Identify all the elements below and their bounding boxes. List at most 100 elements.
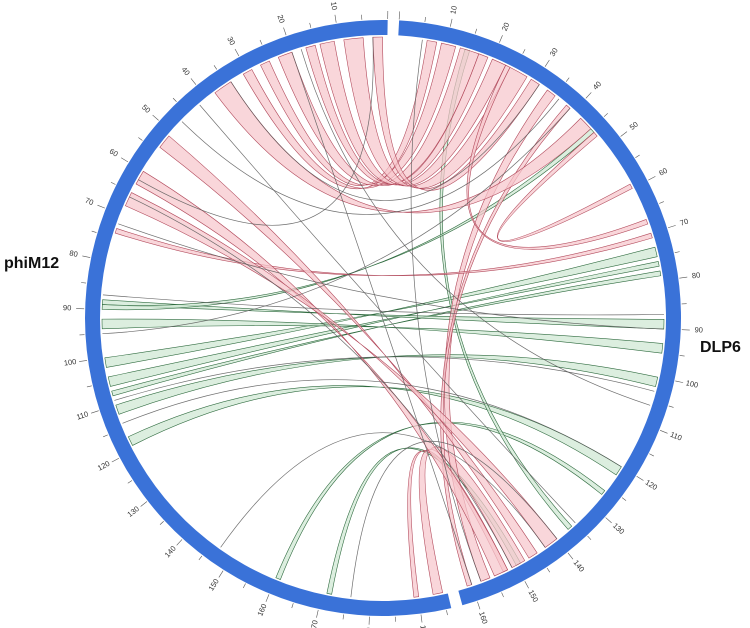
tick-label-phiM12: 100 (63, 357, 77, 368)
tick-label-DLP6: 80 (691, 270, 700, 280)
tick-phiM12 (91, 230, 97, 233)
tick-DLP6 (424, 16, 426, 22)
link-ribbon-inv-1 (127, 385, 622, 476)
thin-link-13 (181, 98, 560, 215)
link-ribbon-inv-4 (107, 261, 660, 387)
tick-DLP6 (522, 49, 526, 54)
thin-link-4 (102, 294, 664, 316)
tick-label-phiM12: 120 (96, 459, 111, 473)
tick-label-phiM12: 170 (308, 619, 319, 628)
tick-phiM12 (420, 614, 423, 623)
tick-DLP6 (477, 601, 481, 610)
tick-phiM12 (91, 410, 99, 414)
tick-label-phiM12: 80 (69, 248, 79, 259)
tick-phiM12 (140, 501, 148, 507)
thin-link-10 (300, 49, 651, 406)
tick-label-phiM12: 50 (140, 103, 152, 115)
tick-phiM12 (213, 65, 218, 70)
tick-phiM12 (103, 434, 108, 438)
tick-phiM12 (342, 614, 344, 620)
tick-phiM12 (127, 480, 133, 484)
tick-DLP6 (635, 154, 640, 158)
tick-phiM12 (283, 27, 287, 36)
tick-phiM12 (259, 39, 263, 45)
tick-label-phiM12: 110 (75, 409, 89, 421)
tick-label-DLP6: 110 (669, 430, 683, 443)
tick-DLP6 (674, 251, 680, 254)
tick-DLP6 (636, 476, 644, 481)
thin-link-12 (410, 39, 482, 582)
tick-label-phiM12: 140 (163, 544, 178, 559)
tick-DLP6 (546, 567, 551, 573)
links-layer (101, 36, 665, 598)
thin-link-1 (122, 379, 622, 468)
tick-DLP6 (565, 77, 570, 82)
tick-label-DLP6: 60 (657, 166, 669, 178)
thin-link-2 (114, 356, 655, 401)
tick-DLP6 (501, 592, 504, 598)
thin-link-3 (102, 108, 571, 335)
thin-link-8 (230, 81, 540, 201)
tick-DLP6 (524, 581, 529, 589)
tick-phiM12 (218, 570, 224, 578)
tick-DLP6 (620, 131, 628, 137)
tick-label-DLP6: 140 (572, 558, 587, 573)
tick-phiM12 (446, 610, 448, 616)
link-ribbon-same-9 (444, 89, 556, 582)
tick-DLP6 (659, 201, 664, 204)
tick-phiM12 (291, 603, 294, 609)
tick-phiM12 (198, 555, 203, 561)
tick-phiM12 (159, 521, 164, 525)
tick-phiM12 (110, 182, 116, 185)
tick-label-phiM12: 20 (275, 13, 286, 24)
tick-phiM12 (234, 48, 240, 57)
link-ribbon-same-8 (372, 36, 540, 191)
tick-label-phiM12: 30 (225, 35, 237, 47)
tick-label-DLP6: 10 (448, 5, 459, 15)
link-ribbon-same-0 (418, 446, 526, 595)
tick-label-DLP6: 30 (548, 46, 560, 58)
link-ribbon-inv-0 (275, 421, 606, 580)
thin-link-9 (291, 52, 473, 585)
thin-link-11 (220, 432, 546, 548)
tick-DLP6 (499, 35, 503, 43)
tick-DLP6 (585, 92, 592, 99)
link-ribbon-inv-2 (115, 354, 659, 415)
tick-label-phiM12: 90 (63, 303, 72, 312)
tick-DLP6 (679, 276, 688, 279)
tick-phiM12 (120, 157, 129, 163)
tick-phiM12 (316, 609, 319, 618)
tick-label-DLP6: 40 (591, 79, 603, 91)
tick-DLP6 (660, 430, 668, 434)
link-ribbon-same-7 (343, 37, 528, 189)
link-ribbon-same-5 (305, 44, 489, 185)
thin-link-5 (118, 223, 664, 330)
tick-label-DLP6: 120 (644, 478, 659, 492)
link-ribbon-same-16 (159, 135, 538, 559)
link-ribbon-inv-6 (101, 318, 664, 354)
tick-label-phiM12: 60 (108, 147, 120, 159)
tick-label-DLP6: 100 (685, 378, 699, 389)
tick-phiM12 (111, 457, 120, 463)
thin-link-14 (138, 37, 374, 226)
tick-label-phiM12: 130 (126, 504, 141, 519)
tick-phiM12 (82, 255, 91, 258)
tick-phiM12 (138, 137, 143, 141)
tick-label-phiM12: 190 (418, 625, 429, 628)
tick-layer: 10 20 30 40 50 60 70 80 90 100 110 120 130 140 150 160 1… (63, 1, 703, 628)
link-ribbon-inv-3 (111, 270, 662, 397)
tick-phiM12 (86, 385, 92, 388)
tick-label-phiM12: 160 (255, 602, 268, 617)
link-ribbon-inv-7 (102, 299, 665, 330)
tick-label-DLP6: 50 (628, 120, 640, 132)
tick-phiM12 (97, 204, 106, 209)
tick-DLP6 (668, 405, 674, 408)
tick-label-DLP6: 160 (477, 610, 489, 625)
tick-phiM12 (309, 22, 312, 28)
tick-DLP6 (675, 380, 684, 383)
tick-phiM12 (79, 360, 88, 362)
tick-label-phiM12: 40 (180, 65, 192, 77)
link-ribbon-same-2 (260, 40, 438, 186)
tick-DLP6 (649, 453, 654, 457)
tick-label-phiM12: 70 (84, 196, 95, 207)
